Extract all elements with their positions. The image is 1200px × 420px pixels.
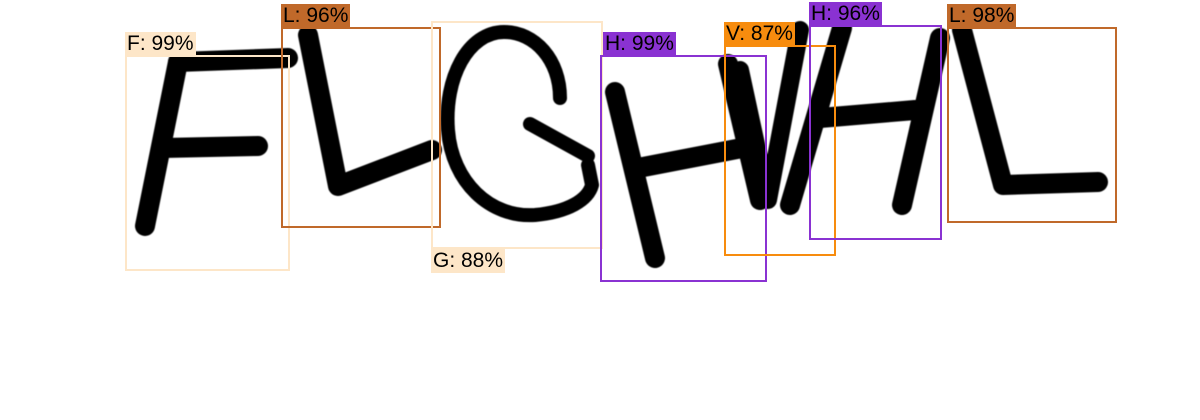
detection-box-v (724, 45, 836, 256)
detection-box-h (809, 25, 942, 240)
detection-label: L: 96% (281, 4, 351, 28)
detection-label: L: 98% (947, 4, 1017, 28)
detection-box-f (125, 55, 290, 271)
detection-label: V: 87% (724, 22, 795, 46)
glyph-l-2 (952, 20, 1108, 195)
detection-label: H: 96% (809, 2, 882, 26)
glyph-l (298, 25, 442, 196)
detection-box-l (947, 27, 1117, 223)
detection-label: G: 88% (431, 249, 506, 273)
detection-box-l (281, 27, 441, 228)
glyph-f (135, 48, 298, 236)
detection-label: F: 99% (125, 32, 196, 56)
detection-label: H: 99% (603, 32, 676, 56)
glyph-g (440, 25, 599, 223)
detection-box-g (431, 21, 603, 249)
glyph-v (731, 21, 809, 209)
detection-box-h (600, 55, 767, 282)
